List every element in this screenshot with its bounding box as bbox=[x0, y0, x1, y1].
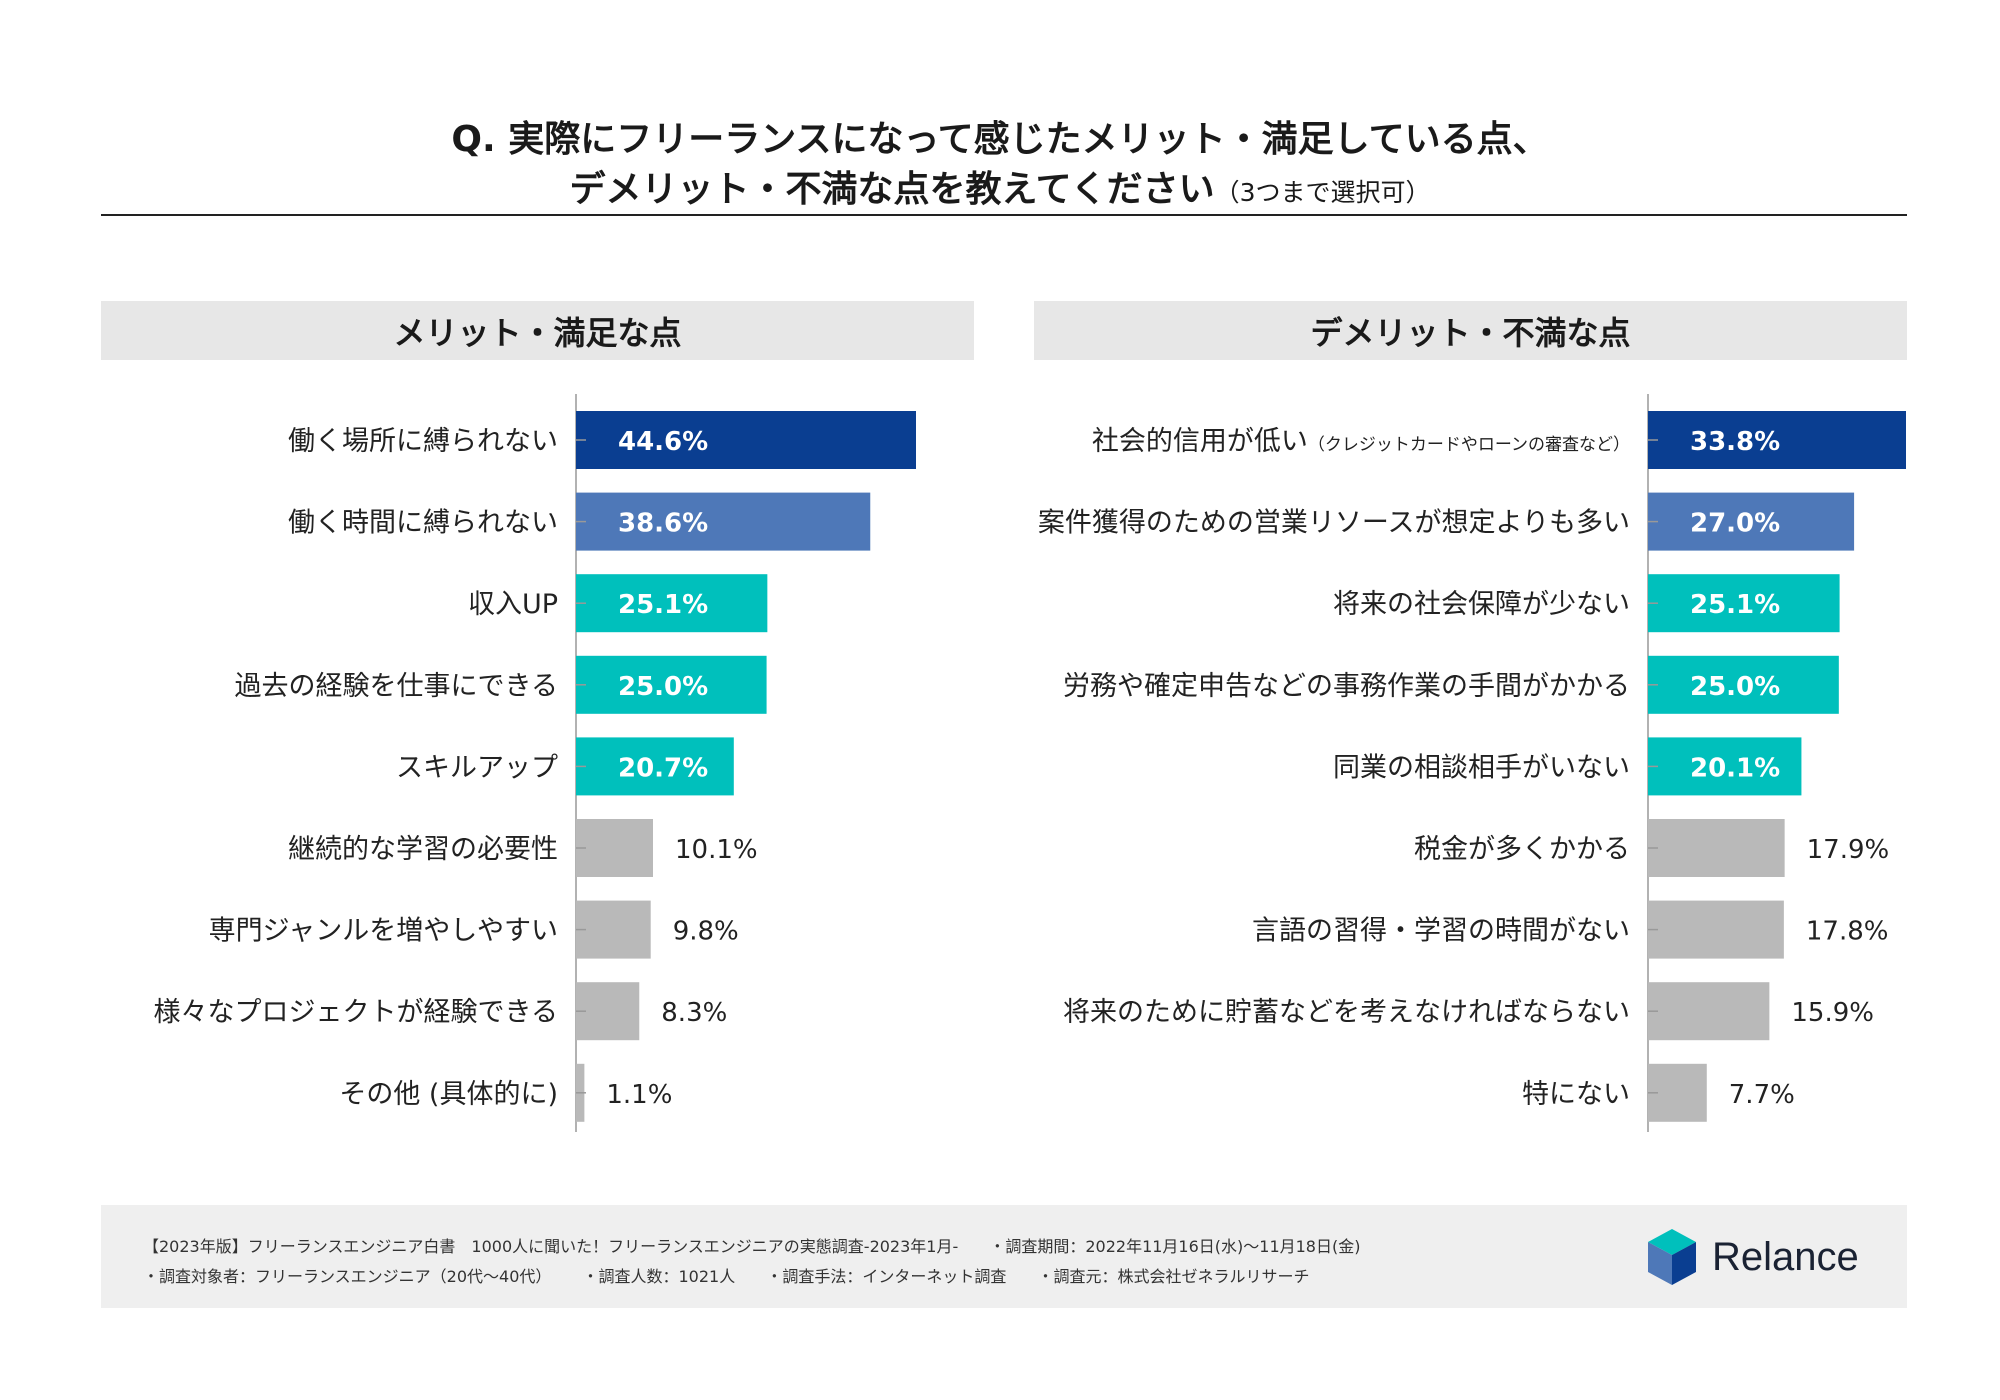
merit-value-label: 38.6% bbox=[618, 509, 708, 539]
merit-value-label: 9.8% bbox=[673, 917, 739, 947]
merit-bar bbox=[576, 819, 653, 877]
demerit-category-label: 将来の社会保障が少ない bbox=[1333, 589, 1630, 620]
demerit-category-label: 社会的信用が低い（クレジットカードやローンの審査など） bbox=[1092, 426, 1630, 457]
merit-category-text: 働く場所に縛られない bbox=[288, 426, 558, 457]
demerit-value-label: 25.0% bbox=[1690, 672, 1780, 702]
demerit-value-label: 25.1% bbox=[1690, 590, 1780, 620]
footer-org: ・調査元：株式会社ゼネラルリサーチ bbox=[1037, 1267, 1310, 1286]
demerit-category-text: 将来の社会保障が少ない bbox=[1333, 589, 1630, 620]
merit-panel-title: メリット・満足な点 bbox=[101, 301, 974, 360]
demerit-value-label: 27.0% bbox=[1690, 509, 1780, 539]
chart-title-line1: Q. 実際にフリーランスになって感じたメリット・満足している点、 bbox=[451, 119, 1549, 160]
merit-category-label: 専門ジャンルを増やしやすい bbox=[209, 916, 558, 947]
merit-category-text: 収入UP bbox=[468, 589, 558, 620]
demerit-value-label: 15.9% bbox=[1791, 998, 1874, 1028]
merit-value-label: 10.1% bbox=[675, 835, 758, 865]
merit-category-label: 収入UP bbox=[468, 589, 558, 620]
merit-value-label: 25.1% bbox=[618, 590, 708, 620]
merit-category-text: その他 (具体的に) bbox=[339, 1079, 558, 1110]
demerit-category-text: 言語の習得・学習の時間がない bbox=[1252, 916, 1630, 947]
merit-category-text: 様々なプロジェクトが経験できる bbox=[154, 997, 558, 1028]
demerit-category-text: 同業の相談相手がいない bbox=[1333, 752, 1630, 783]
footer-period: ・調査期間：2022年11月16日(水)〜11月18日(金) bbox=[989, 1237, 1361, 1256]
merit-bar bbox=[576, 900, 651, 959]
merit-category-label: 過去の経験を仕事にできる bbox=[235, 671, 558, 702]
merit-category-label: スキルアップ bbox=[396, 752, 558, 783]
survey-footer: 【2023年版】フリーランスエンジニア白書 1000人に聞いた！フリーランスエン… bbox=[101, 1205, 1907, 1308]
footer-source: 【2023年版】フリーランスエンジニア白書 1000人に聞いた！フリーランスエン… bbox=[143, 1237, 959, 1256]
footer-method: ・調査手法：インターネット調査 bbox=[766, 1267, 1007, 1286]
merit-category-label: 継続的な学習の必要性 bbox=[288, 834, 558, 865]
demerit-category-text: 将来のために貯蓄などを考えなければならない bbox=[1063, 997, 1630, 1028]
merit-value-label: 44.6% bbox=[618, 427, 708, 457]
merit-category-label: 働く時間に縛られない bbox=[288, 508, 558, 539]
chart-title-note: （3つまで選択可） bbox=[1214, 178, 1431, 207]
demerit-bar bbox=[1648, 819, 1785, 877]
demerit-category-label: 税金が多くかかる bbox=[1414, 834, 1630, 865]
merit-category-text: 過去の経験を仕事にできる bbox=[235, 671, 558, 702]
demerit-value-label: 7.7% bbox=[1729, 1080, 1795, 1110]
merit-category-text: 働く時間に縛られない bbox=[288, 508, 558, 539]
brand-name: Relance bbox=[1712, 1234, 1859, 1279]
chart-title-main: デメリット・不満な点を教えてください bbox=[569, 169, 1215, 210]
chart-title-line2: デメリット・不満な点を教えてください（3つまで選択可） bbox=[0, 160, 2000, 212]
merit-category-text: 専門ジャンルを増やしやすい bbox=[209, 916, 558, 947]
merit-value-label: 20.7% bbox=[618, 753, 708, 783]
demerit-category-text: 案件獲得のための営業リソースが想定よりも多い bbox=[1038, 508, 1630, 539]
merit-bar bbox=[576, 737, 734, 796]
footer-line-2: ・調査対象者：フリーランスエンジニア（20代〜40代） ・調査人数：1021人 … bbox=[143, 1263, 1335, 1287]
demerit-bar bbox=[1648, 655, 1839, 714]
footer-target: ・調査対象者：フリーランスエンジニア（20代〜40代） bbox=[143, 1267, 552, 1286]
merit-category-label: 様々なプロジェクトが経験できる bbox=[154, 997, 558, 1028]
merit-category-text: スキルアップ bbox=[396, 752, 558, 783]
demerit-panel-title: デメリット・不満な点 bbox=[1034, 301, 1907, 360]
merit-bar bbox=[576, 655, 767, 714]
demerit-value-label: 17.9% bbox=[1807, 835, 1890, 865]
merit-bar bbox=[576, 574, 768, 633]
demerit-bar bbox=[1648, 982, 1770, 1041]
relance-logo: Relance bbox=[1646, 1225, 1859, 1289]
demerit-category-label: 言語の習得・学習の時間がない bbox=[1252, 916, 1630, 947]
demerit-category-label: 労務や確定申告などの事務作業の手間がかかる bbox=[1063, 671, 1630, 702]
merit-bar bbox=[576, 492, 871, 551]
demerit-category-text: 税金が多くかかる bbox=[1414, 834, 1630, 865]
demerit-bar bbox=[1648, 737, 1802, 796]
demerit-category-note: （クレジットカードやローンの審査など） bbox=[1308, 435, 1630, 455]
demerit-bar bbox=[1648, 411, 1906, 469]
merit-value-label: 25.0% bbox=[618, 672, 708, 702]
relance-cube-icon bbox=[1648, 1229, 1696, 1285]
demerit-value-label: 17.8% bbox=[1806, 917, 1889, 947]
merit-category-label: その他 (具体的に) bbox=[339, 1079, 558, 1110]
merit-bar bbox=[576, 411, 916, 469]
demerit-category-text: 社会的信用が低い bbox=[1092, 426, 1308, 457]
demerit-bar bbox=[1648, 492, 1855, 551]
demerit-category-text: 労務や確定申告などの事務作業の手間がかかる bbox=[1063, 671, 1630, 702]
demerit-category-label: 同業の相談相手がいない bbox=[1333, 752, 1630, 783]
demerit-bar bbox=[1648, 574, 1840, 633]
merit-value-label: 1.1% bbox=[606, 1080, 672, 1110]
merit-category-label: 働く場所に縛られない bbox=[288, 426, 558, 457]
title-divider bbox=[101, 214, 1907, 216]
merit-category-text: 継続的な学習の必要性 bbox=[288, 834, 558, 865]
demerit-category-label: 将来のために貯蓄などを考えなければならない bbox=[1063, 997, 1630, 1028]
demerit-category-label: 特にない bbox=[1522, 1079, 1630, 1110]
footer-line-1: 【2023年版】フリーランスエンジニア白書 1000人に聞いた！フリーランスエン… bbox=[143, 1233, 1386, 1257]
demerit-bar bbox=[1648, 900, 1784, 959]
merit-value-label: 8.3% bbox=[661, 998, 727, 1028]
demerit-value-label: 20.1% bbox=[1690, 753, 1780, 783]
merit-bar bbox=[576, 982, 640, 1041]
demerit-category-label: 案件獲得のための営業リソースが想定よりも多い bbox=[1038, 508, 1630, 539]
demerit-category-text: 特にない bbox=[1522, 1079, 1630, 1110]
demerit-value-label: 33.8% bbox=[1690, 427, 1780, 457]
footer-count: ・調査人数：1021人 bbox=[582, 1267, 736, 1286]
